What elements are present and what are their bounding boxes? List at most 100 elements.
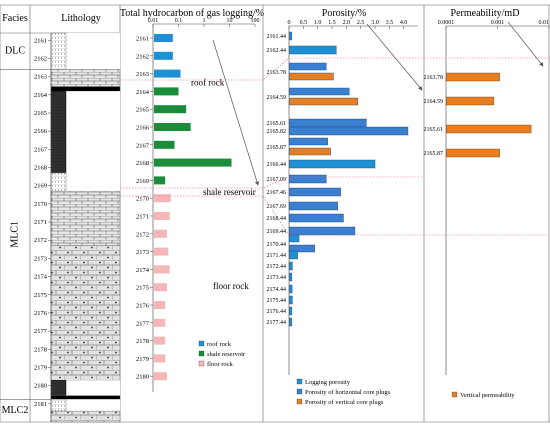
- gas-bar: [154, 51, 173, 60]
- permeability-panel-title: Permeability/mD: [451, 8, 520, 19]
- gas-bar: [154, 229, 167, 238]
- permeability-panel: 0.0001 0.001 0.01 2163.78 2164.59 2165.61 2165…: [424, 20, 550, 399]
- lithology-layer-black: [50, 395, 121, 400]
- gas-x-tick-label: 0.1: [175, 18, 183, 24]
- porosity-x-tick-label: 1.0: [314, 20, 322, 26]
- boundary-lines: [120, 21, 549, 236]
- lithology-layer-marl: [50, 410, 121, 423]
- lithology-depth-label: 2179: [34, 364, 47, 371]
- permeability-bar: [446, 124, 532, 134]
- gas-y-tick-label: 2168: [136, 160, 149, 167]
- facies-header: Facies: [2, 13, 28, 24]
- lithology-depth-label: 2166: [34, 128, 48, 135]
- gas-bar: [154, 158, 232, 167]
- gas-logging-panel: 0.01 0.1 1 10 100 2161 2162 2163 2164 2165 2166 216…: [136, 18, 260, 392]
- gas-y-tick-label: 2167: [136, 142, 150, 149]
- porosity-bar: [289, 31, 293, 41]
- porosity-y-tick-label: 2165.87: [267, 145, 287, 151]
- gas-bar: [154, 176, 166, 185]
- porosity-bar: [289, 126, 409, 136]
- permeability-x-tick-label: 0.001: [491, 20, 505, 26]
- porosity-y-tick-label: 2176.44: [267, 309, 287, 315]
- permeability-y-tick-label: 2165.61: [424, 127, 444, 133]
- lithology-depth-label: 2161: [34, 37, 47, 44]
- porosity-bar: [289, 234, 300, 243]
- gas-bar: [154, 34, 173, 42]
- permeability-bar: [446, 148, 500, 158]
- permeability-y-tick-label: 2164.59: [424, 99, 444, 105]
- lithology-column: 2161 2162 2163 2164 2165 2166 2167 2168 2169 2170…: [34, 32, 121, 423]
- porosity-panel: 0 0.5 1.0 1.5 2.0 2.5 3.0 3.5 4.0 2161.44 2162.44 2…: [267, 20, 418, 406]
- lithology-depth-label: 2171: [34, 219, 47, 226]
- porosity-bar: [289, 284, 293, 294]
- gas-bar: [154, 105, 187, 114]
- porosity-bar: [289, 201, 338, 211]
- lithology-depth-label: 2167: [34, 146, 48, 153]
- gas-y-tick-label: 2166: [136, 125, 150, 132]
- permeability-x-tick-label: 0.01: [539, 20, 550, 26]
- porosity-bar: [289, 272, 293, 282]
- gas-legend-label: shale reservoir: [207, 351, 246, 358]
- porosity-bar: [289, 62, 327, 71]
- gas-y-tick-label: 2173: [136, 249, 149, 256]
- porosity-y-tick-label: 2162.44: [267, 48, 287, 54]
- porosity-y-tick-label: 2161.44: [267, 34, 287, 40]
- gas-y-tick-label: 2172: [136, 231, 149, 238]
- porosity-y-tick-label: 2167.09: [267, 177, 287, 183]
- lithology-layer-blank: [51, 172, 120, 192]
- gas-legend-swatch: [198, 340, 205, 347]
- gas-bar: [154, 301, 166, 309]
- porosity-y-tick-label: 2164.59: [267, 95, 287, 101]
- porosity-bar: [289, 213, 344, 223]
- gas-y-tick-label: 2170: [136, 196, 149, 203]
- gas-x-tick-label: 1: [203, 18, 206, 24]
- gas-bar: [154, 69, 181, 78]
- gas-x-tick-label: 0.01: [148, 18, 159, 24]
- lithology-header: Lithology: [61, 13, 100, 24]
- gas-y-tick-label: 2178: [136, 338, 149, 345]
- porosity-y-tick-label: 2177.44: [267, 320, 287, 326]
- porosity-bar: [289, 250, 298, 260]
- gas-y-tick-label: 2171: [136, 214, 149, 221]
- lithology-depth-label: 2168: [34, 165, 47, 172]
- gas-x-tick-label: 10: [227, 18, 233, 24]
- gas-y-tick-label: 2164: [136, 89, 150, 96]
- lithology-depth-label: 2170: [34, 201, 47, 208]
- porosity-y-tick-label: 2167.46: [267, 190, 287, 196]
- gas-y-tick-label: 2169: [136, 178, 149, 185]
- lithology-layer-dotted: [50, 172, 67, 192]
- gas-y-tick-label: 2161: [136, 36, 149, 43]
- porosity-y-tick-label: 2174.44: [267, 287, 287, 293]
- gas-y-tick-label: 2165: [136, 107, 149, 114]
- gas-bar: [154, 87, 179, 96]
- facies-label: MLC2: [2, 405, 29, 416]
- gas-y-tick-label: 2180: [136, 374, 149, 381]
- gas-bar: [154, 212, 170, 220]
- gas-y-tick-label: 2163: [136, 71, 149, 78]
- porosity-bar: [289, 137, 328, 146]
- lithology-layer-limestone: [50, 69, 121, 87]
- porosity-bar: [289, 45, 337, 55]
- gas-y-tick-label: 2176: [136, 303, 150, 310]
- gas-legend-label: floor rock: [207, 361, 234, 368]
- permeability-bar: [446, 72, 500, 82]
- lithology-layer-dotted: [50, 399, 67, 412]
- lithology-layer-dark: [50, 90, 67, 174]
- lithology-depth-label: 2162: [34, 55, 47, 62]
- gas-y-tick-label: 2162: [136, 53, 149, 60]
- porosity-legend-swatch: [296, 378, 303, 385]
- porosity-legend-label: Porosity of horizontal core plugs: [305, 389, 391, 396]
- porosity-y-tick-label: 2165.61: [267, 121, 287, 127]
- lithology-layer-blank: [51, 399, 120, 412]
- porosity-trend-arrow: [366, 23, 423, 91]
- lithology-layer-dotted: [50, 32, 67, 70]
- gas-trend-arrow: [212, 39, 259, 186]
- lithology-depth-label: 2178: [34, 346, 47, 353]
- porosity-bar: [289, 261, 293, 271]
- gas-bar: [154, 247, 169, 256]
- gas-bar: [154, 336, 166, 345]
- porosity-bar: [289, 306, 293, 316]
- porosity-y-tick-label: 2171.44: [267, 253, 287, 259]
- gas-legend-swatch: [198, 350, 205, 357]
- lithology-layer-limestone: [50, 190, 121, 246]
